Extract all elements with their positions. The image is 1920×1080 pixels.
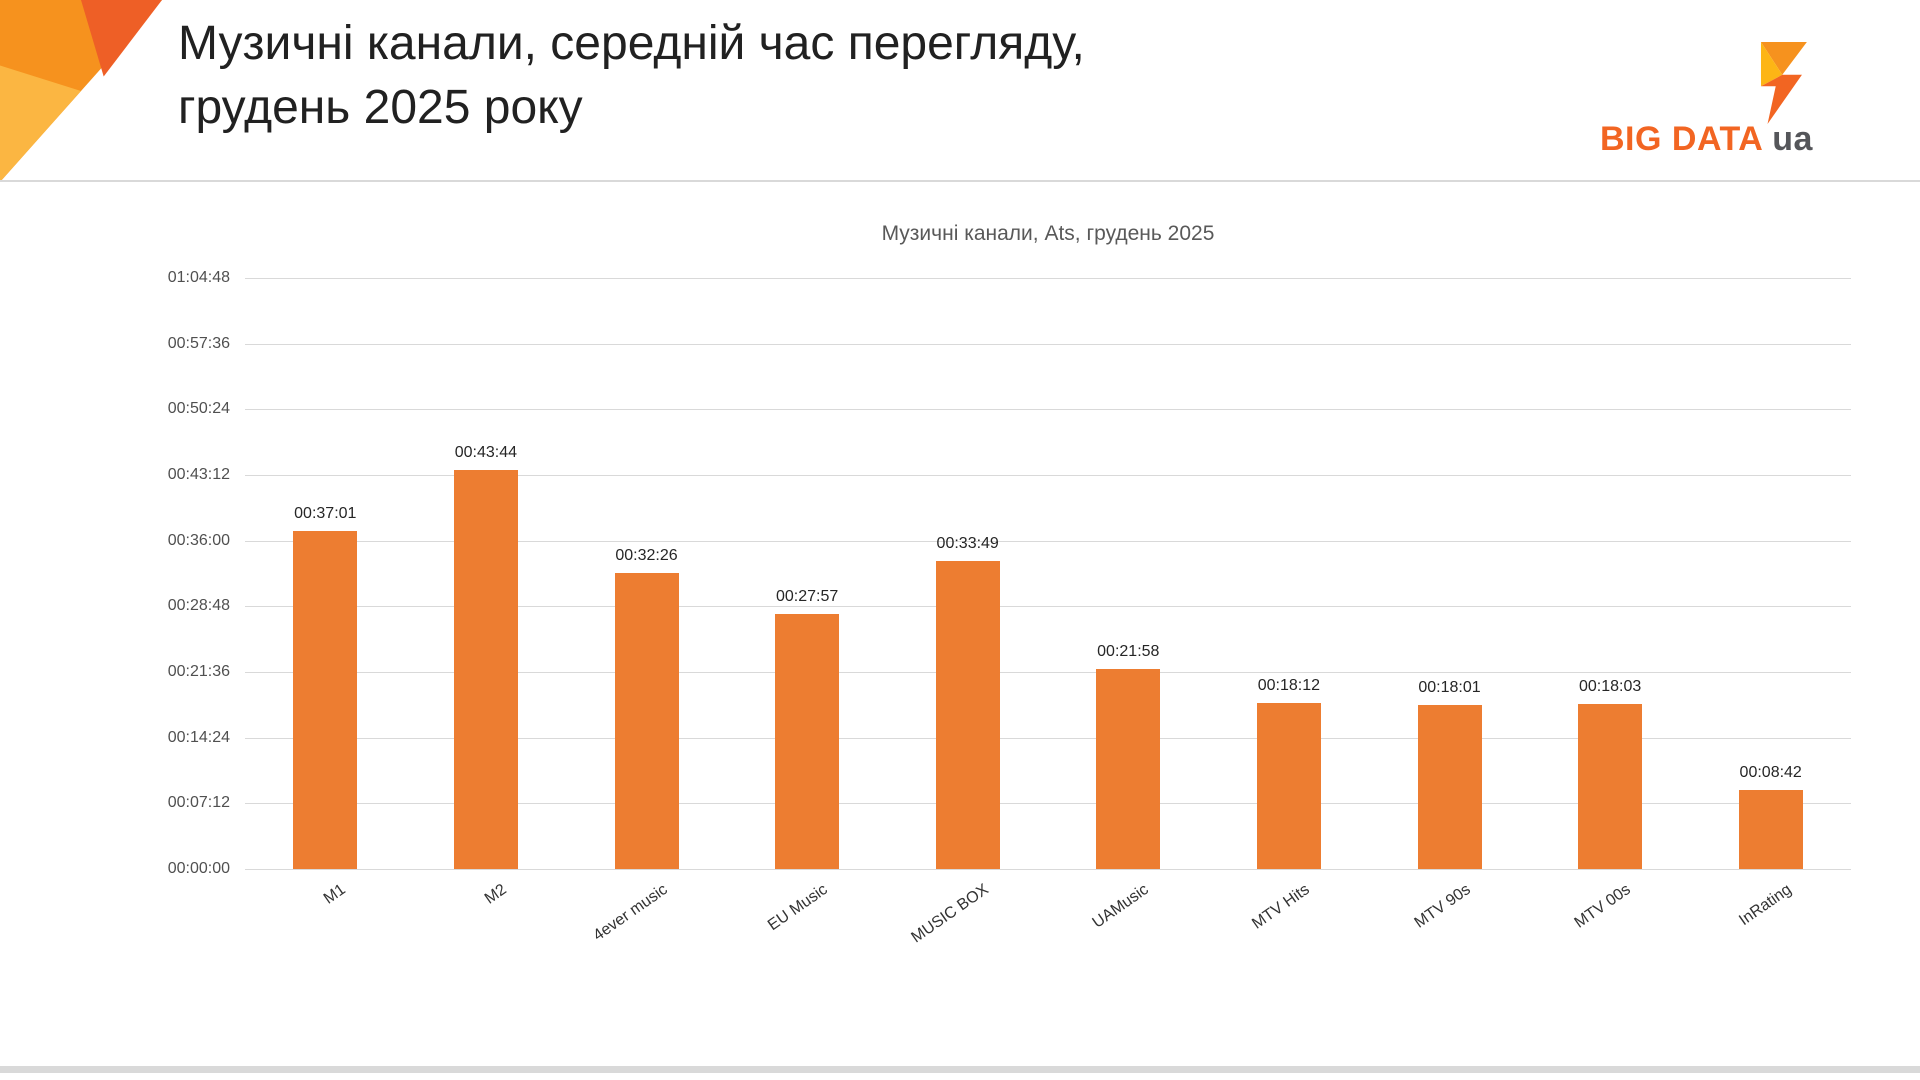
gridline <box>245 606 1851 608</box>
bar <box>1578 704 1643 869</box>
gridline <box>245 803 1851 805</box>
bar-value-label: 00:18:12 <box>1257 677 1321 694</box>
gridline <box>245 409 1851 411</box>
bar-value-label: 00:37:01 <box>294 505 357 523</box>
bar <box>1738 789 1803 869</box>
logo-text: BIG DATA ua <box>1600 120 1813 159</box>
gridline <box>245 869 1851 870</box>
corner-decoration <box>0 0 162 182</box>
gridline <box>245 672 1851 673</box>
x-tick-label: MTV Hits <box>1249 881 1313 933</box>
y-tick-label: 00:07:12 <box>167 794 230 812</box>
bar <box>1096 668 1161 869</box>
bar-value-label: 00:18:01 <box>1418 678 1481 696</box>
gridline <box>245 278 1851 279</box>
bar <box>1256 703 1321 869</box>
bar <box>453 470 518 869</box>
y-tick-label: 00:36:00 <box>167 531 230 549</box>
y-tick-label: 00:50:24 <box>167 400 230 418</box>
y-tick-label: 00:21:36 <box>167 663 230 680</box>
x-tick-label: EU Music <box>765 881 831 935</box>
bottom-strip <box>0 1066 1920 1073</box>
page-title: Музичні канали, середній час перегляду, … <box>178 12 1085 140</box>
x-tick-label: 4ever music <box>589 881 671 945</box>
header-divider <box>0 180 1920 182</box>
bar <box>293 531 358 869</box>
gridline <box>245 475 1851 476</box>
y-tick-label: 00:14:24 <box>167 728 230 746</box>
bar <box>614 573 679 869</box>
y-tick-label: 00:28:48 <box>167 597 230 615</box>
y-tick-label: 00:43:12 <box>167 466 230 483</box>
x-tick-label: MUSIC BOX <box>908 881 992 947</box>
logo-text-suffix: ua <box>1772 120 1813 158</box>
x-tick-label: MTV 00s <box>1571 881 1634 932</box>
bar <box>935 560 1000 869</box>
x-tick-label: UAMusic <box>1089 881 1153 932</box>
y-tick-label: 01:04:48 <box>167 269 230 286</box>
bar-value-label: 00:32:26 <box>615 547 678 565</box>
x-tick-label: MTV 90s <box>1411 881 1474 932</box>
x-tick-label: M1 <box>321 881 350 908</box>
bar-value-label: 00:21:58 <box>1097 642 1160 660</box>
bar-value-label: 00:18:03 <box>1578 678 1642 696</box>
logo-text-main: BIG DATA <box>1600 120 1764 158</box>
bar <box>775 614 840 869</box>
logo-bolt-icon <box>1750 42 1808 129</box>
y-tick-label: 00:57:36 <box>167 334 230 352</box>
gridline <box>245 737 1851 739</box>
gridline <box>245 540 1851 542</box>
bar-value-label: 00:27:57 <box>775 588 839 606</box>
gridline <box>245 343 1851 345</box>
y-tick-label: 00:00:00 <box>167 860 230 877</box>
bar <box>1417 704 1482 869</box>
x-tick-label: InRating <box>1735 881 1795 930</box>
page-title-line2: грудень 2025 року <box>178 81 583 134</box>
page-title-line1: Музичні канали, середній час перегляду, <box>178 17 1085 70</box>
bar-value-label: 00:43:44 <box>454 444 518 462</box>
x-tick-label: M2 <box>481 881 510 908</box>
bigdata-ua-logo: BIG DATA ua <box>1600 42 1845 167</box>
bar-value-label: 00:33:49 <box>936 534 999 552</box>
chart-title: Музичні канали, Ats, грудень 2025 <box>881 222 1215 245</box>
bar-value-label: 00:08:42 <box>1739 763 1802 781</box>
